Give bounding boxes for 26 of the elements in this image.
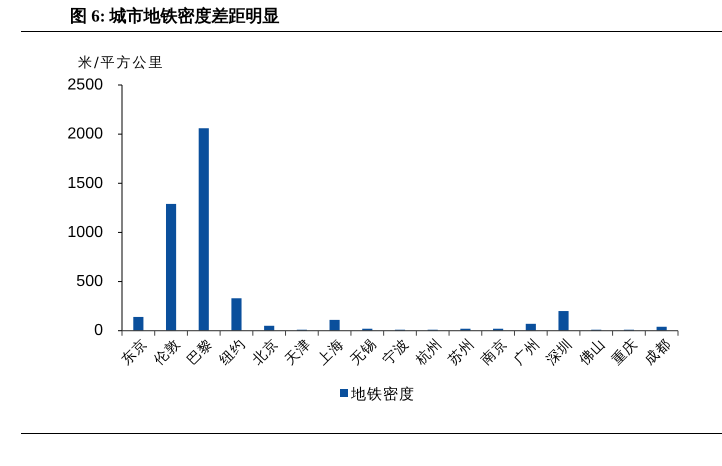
- y-tick-label: 2000: [67, 126, 104, 143]
- x-tick-label: 伦敦: [151, 336, 184, 369]
- x-tick-label: 无锡: [347, 336, 380, 369]
- x-tick-label: 东京: [118, 336, 152, 369]
- legend-label: 地铁密度: [350, 385, 415, 403]
- x-tick-label: 杭州: [412, 336, 446, 370]
- x-tick-label: 巴黎: [184, 336, 216, 369]
- x-tick-label: 深圳: [544, 336, 576, 369]
- x-tick-label: 重庆: [609, 336, 642, 369]
- x-tick-label: 天津: [282, 336, 315, 369]
- x-tick-label: 宁波: [380, 336, 413, 369]
- chart-title: 图 6: 城市地铁密度差距明显: [70, 6, 280, 26]
- x-tick-label: 南京: [478, 336, 511, 369]
- y-tick-label: 1000: [67, 224, 104, 241]
- x-tick-label: 广州: [510, 336, 544, 369]
- y-tick-label: 500: [76, 273, 104, 290]
- x-tick-label: 北京: [249, 336, 282, 369]
- x-tick-label: 纽约: [216, 336, 250, 369]
- x-tick-label: 上海: [314, 336, 348, 369]
- x-tick-label: 成都: [642, 336, 674, 369]
- x-tick-label: 佛山: [576, 336, 609, 369]
- y-tick-label: 0: [94, 322, 104, 340]
- y-tick-label: 1500: [67, 174, 104, 192]
- x-tick-label: 苏州: [446, 336, 478, 369]
- y-axis-title: 米/平方公里: [78, 55, 165, 71]
- y-tick-label: 2500: [67, 76, 104, 94]
